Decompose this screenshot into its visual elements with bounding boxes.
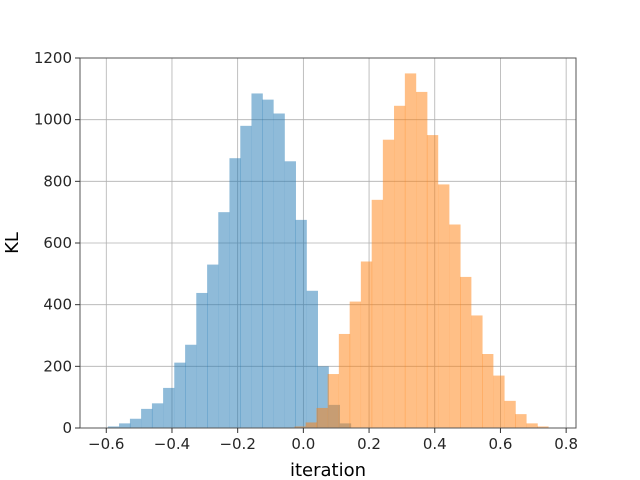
histogram-bar [207,264,219,428]
histogram-bar [426,135,439,429]
y-axis-label: KL [2,232,23,254]
histogram-bar [438,184,450,428]
y-tick-label: 1000 [34,111,72,129]
histogram-bar [449,224,461,428]
histogram-bar [229,158,241,429]
x-tick-label: 0.8 [554,435,578,453]
histogram-bar [107,426,120,428]
x-tick-label: −0.2 [219,435,255,453]
histogram-bar [262,99,274,428]
series-1-bars [294,73,549,429]
histogram-bar [482,354,494,428]
histogram-bar [317,366,329,428]
histogram-bar [196,292,208,428]
histogram-bar [141,408,153,428]
histogram-bar [526,423,538,428]
histogram-bar [394,105,406,429]
histogram-bars [107,73,549,429]
histogram-bar [360,261,373,428]
histogram-bar [537,426,549,428]
x-tick-labels: −0.6 −0.4 −0.2 0.0 0.2 0.4 0.6 0.8 [88,435,578,453]
x-tick-label: 0.2 [357,435,381,453]
histogram-bar [371,199,384,428]
histogram-bar [151,403,164,428]
histogram-bar [119,423,131,428]
histogram-bar [163,387,175,428]
histogram-bar [185,344,197,428]
histogram-bar [295,219,307,428]
histogram-bar [515,414,527,428]
histogram-bar [471,315,483,428]
histogram-bar [218,212,230,428]
histogram-bar [294,426,306,428]
histogram-bar [338,333,351,428]
histogram-bar [306,290,318,428]
x-tick-label: 0.6 [489,435,513,453]
tick-marks [75,57,567,433]
histogram-bar [316,407,328,428]
histogram-bar [382,139,395,429]
x-tick-label: −0.4 [154,435,190,453]
histogram-bar [251,93,263,428]
histogram-bar [504,400,516,428]
histogram-bar [493,375,505,428]
histogram-bar [416,91,428,429]
x-tick-label: 0.4 [423,435,447,453]
y-tick-labels: 0 200 400 600 800 1000 1200 [34,49,72,437]
series-0-bars [107,93,352,429]
y-tick-label: 600 [43,234,72,252]
histogram-bar [273,113,285,428]
x-tick-label: −0.6 [88,435,124,453]
y-tick-label: 1200 [34,49,72,67]
y-tick-label: 400 [43,296,72,314]
histogram-bar [327,374,340,428]
histogram-bar [240,125,252,428]
histogram-bar [174,362,186,428]
y-tick-label: 0 [62,419,72,437]
histogram-bar [129,418,142,428]
histogram-bar [404,73,417,429]
histogram-bar [460,276,472,428]
histogram-bar [305,422,318,428]
x-axis-label: iteration [290,460,366,480]
histogram-bar [284,161,296,428]
x-tick-label: 0.0 [291,435,315,453]
histogram-bar [349,301,362,428]
y-tick-label: 200 [43,357,72,375]
y-tick-label: 800 [43,172,72,190]
